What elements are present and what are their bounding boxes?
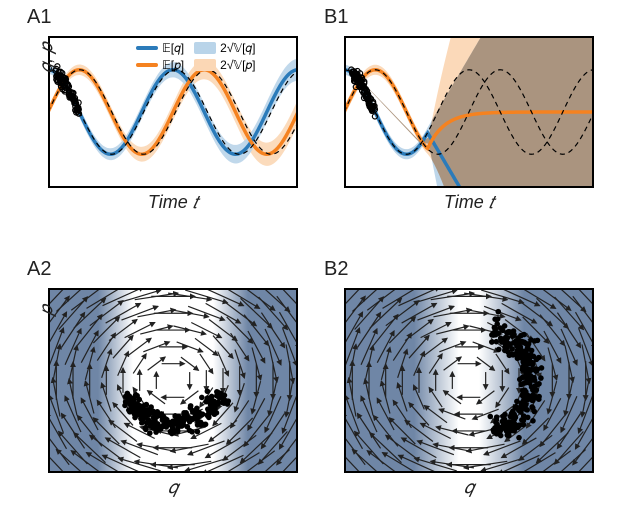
panel-A2	[48, 288, 298, 473]
legend-item: 2√𝕍[𝑝]	[194, 57, 255, 73]
panel-label-B2: B2	[324, 258, 348, 281]
legend-label: 𝔼[𝑝]	[162, 58, 184, 73]
panel-label-B1: B1	[324, 6, 348, 29]
legend-item: 2√𝕍[𝑞]	[194, 40, 255, 56]
panel-B2	[344, 288, 594, 473]
ylabel-A1: 𝑞, 𝑝	[36, 0, 57, 134]
xlabel-B1: Time 𝑡	[344, 192, 594, 213]
legend-label: 2√𝕍[𝑝]	[220, 58, 255, 73]
legend-item: 𝔼[𝑞]	[136, 40, 184, 56]
xlabel-A1: Time 𝑡	[48, 192, 298, 213]
legend: 𝔼[𝑞] 𝔼[𝑝] 2√𝕍[𝑞] 2√𝕍[𝑝]	[136, 40, 255, 73]
legend-label: 𝔼[𝑞]	[162, 41, 184, 56]
panel-B1	[344, 36, 594, 188]
ylabel-A2: 𝑝	[36, 218, 57, 403]
legend-item: 𝔼[𝑝]	[136, 57, 184, 73]
xlabel-B2: 𝑞	[344, 477, 594, 498]
panel-A1: 𝔼[𝑞] 𝔼[𝑝] 2√𝕍[𝑞] 2√𝕍[𝑝]	[48, 36, 298, 188]
legend-label: 2√𝕍[𝑞]	[220, 41, 255, 56]
xlabel-A2: 𝑞	[48, 477, 298, 498]
